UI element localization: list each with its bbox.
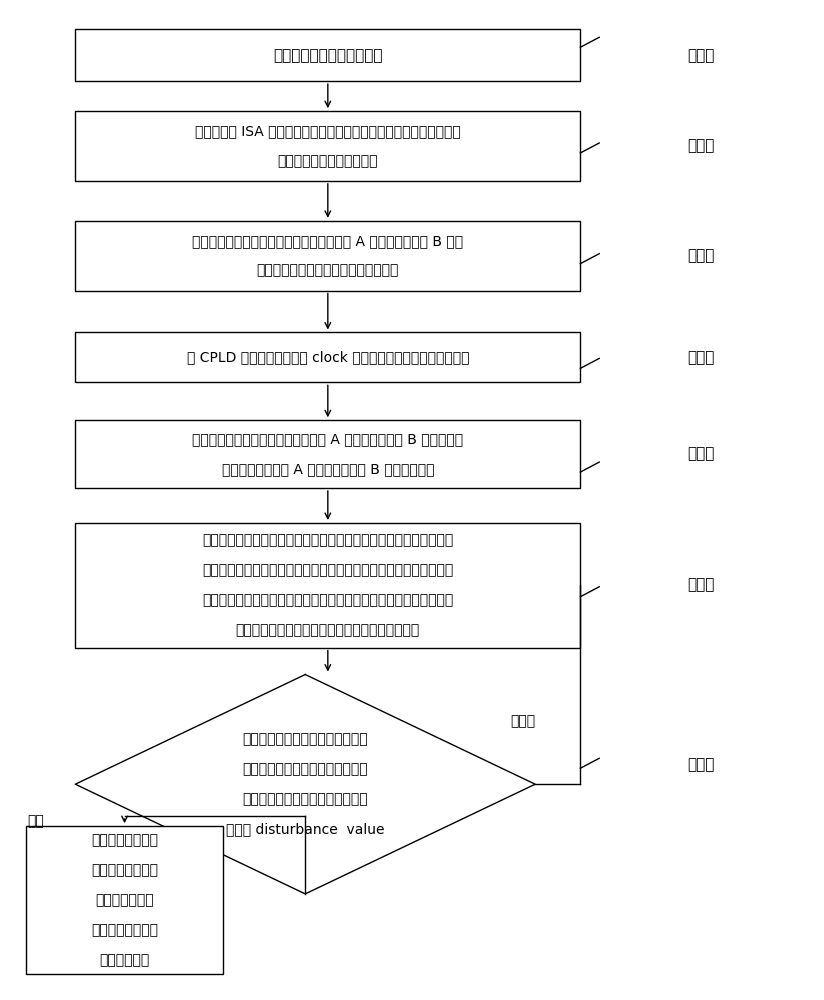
Text: 步骤一: 步骤一 (687, 48, 714, 63)
Bar (26, 826, 223, 974)
Text: 工控机通过 ISA 总线向运动控制板卡发出启动机械横梁的指令，运动: 工控机通过 ISA 总线向运动控制板卡发出启动机械横梁的指令，运动 (195, 124, 461, 138)
Text: 机械横梁的扰动: 机械横梁的扰动 (96, 893, 154, 907)
Text: 控制板卡控制机械横梁运动: 控制板卡控制机械横梁运动 (278, 154, 378, 168)
Text: 数器中的数值减去: 数器中的数值减去 (91, 863, 158, 877)
Text: 扰动值 disturbance  value: 扰动值 disturbance value (226, 822, 385, 836)
Text: 减去磁栅尺计数器中的数值结果，: 减去磁栅尺计数器中的数值结果， (242, 762, 368, 776)
Text: 计算目标触发位置计数器中的数值: 计算目标触发位置计数器中的数值 (242, 732, 368, 746)
Text: 标位置的差值: 标位置的差值 (100, 953, 150, 967)
Bar (75, 420, 580, 488)
Text: 值，再减去相邻目: 值，再减去相邻目 (91, 923, 158, 937)
Text: 计算磁栅尺计数器中的数值与目标触发位置计数器中的数值；当两者: 计算磁栅尺计数器中的数值与目标触发位置计数器中的数值；当两者 (202, 533, 453, 547)
Text: 步骤六: 步骤六 (687, 577, 714, 592)
Text: 判断所述结果是否大于机械横梁的: 判断所述结果是否大于机械横梁的 (242, 792, 368, 806)
Text: 计数，判断磁栅尺 A 相信号和磁栅尺 B 相信号的相位: 计数，判断磁栅尺 A 相信号和磁栅尺 B 相信号的相位 (222, 462, 434, 476)
Bar (75, 523, 580, 648)
Text: 步骤二: 步骤二 (687, 138, 714, 153)
Bar (75, 29, 580, 81)
Text: 步骤五: 步骤五 (687, 447, 714, 462)
Text: 不大于: 不大于 (511, 714, 536, 728)
Text: 当 CPLD 控制器的时钟信号 clock 的信号出现上升沿时进入步骤五: 当 CPLD 控制器的时钟信号 clock 的信号出现上升沿时进入步骤五 (186, 350, 469, 364)
Text: 标记步骤二所述机械横梁运动产生的磁栅尺 A 相信号和磁栅尺 B 相信: 标记步骤二所述机械横梁运动产生的磁栅尺 A 相信号和磁栅尺 B 相信 (192, 234, 463, 248)
Text: 将目标触发位置计: 将目标触发位置计 (91, 833, 158, 847)
Text: 系统上电，令系统进行复位: 系统上电，令系统进行复位 (273, 48, 382, 63)
Text: 号，并将所述信号反馈给运动控制板卡: 号，并将所述信号反馈给运动控制板卡 (256, 264, 399, 278)
Bar (75, 332, 580, 382)
Text: 相机触发后将目标触发位置计数器的数值加上下一个触发位置与当前: 相机触发后将目标触发位置计数器的数值加上下一个触发位置与当前 (202, 593, 453, 607)
Text: 触发位置的距离差值；若不相等则不进行任何操作: 触发位置的距离差值；若不相等则不进行任何操作 (236, 623, 420, 637)
Text: 步骤四: 步骤四 (687, 350, 714, 365)
Text: 运动控制板卡对步骤三所述的磁栅尺 A 相信号和磁栅尺 B 相信号进行: 运动控制板卡对步骤三所述的磁栅尺 A 相信号和磁栅尺 B 相信号进行 (192, 432, 463, 446)
Text: 步骤三: 步骤三 (687, 248, 714, 263)
Bar (75, 111, 580, 181)
Text: 步骤七: 步骤七 (687, 757, 714, 772)
Text: 大于: 大于 (28, 814, 44, 828)
Text: 相等时启动触发相机的信号，同时置位相机已触发标志，并在每一次: 相等时启动触发相机的信号，同时置位相机已触发标志，并在每一次 (202, 563, 453, 577)
Bar (75, 221, 580, 291)
